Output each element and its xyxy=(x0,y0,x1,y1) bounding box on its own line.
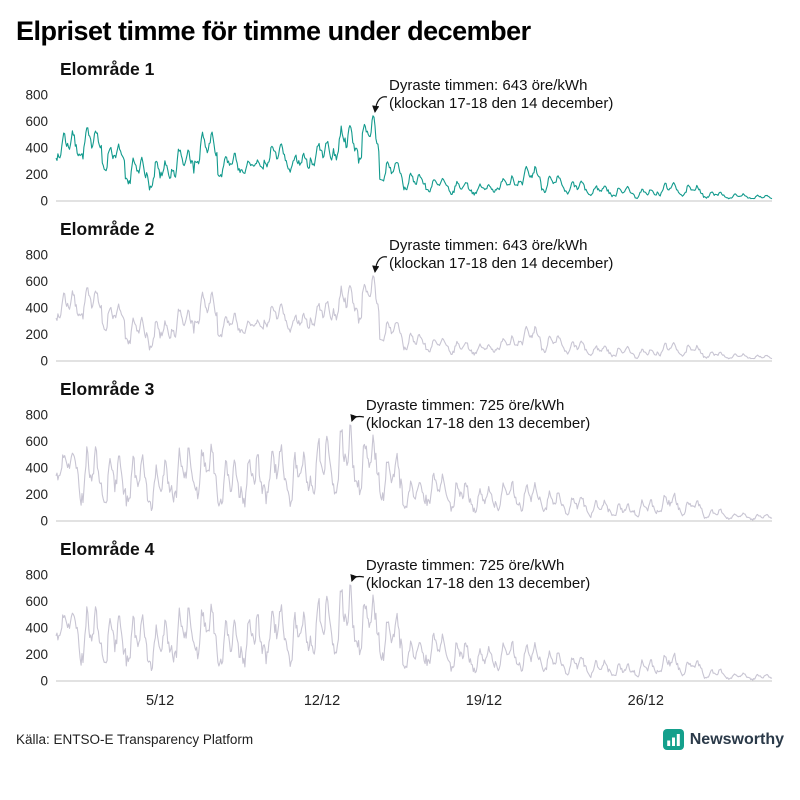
svg-text:800: 800 xyxy=(25,568,48,583)
panel-title: Elområde 3 xyxy=(60,379,155,399)
svg-text:400: 400 xyxy=(25,141,48,156)
svg-text:200: 200 xyxy=(25,327,48,342)
svg-text:600: 600 xyxy=(25,434,48,449)
svg-text:800: 800 xyxy=(25,248,48,263)
newsworthy-logo: Newsworthy xyxy=(662,729,784,750)
svg-text:12/12: 12/12 xyxy=(304,693,340,709)
svg-text:800: 800 xyxy=(25,408,48,423)
svg-text:800: 800 xyxy=(25,88,48,103)
svg-text:200: 200 xyxy=(25,487,48,502)
svg-text:400: 400 xyxy=(25,461,48,476)
line-chart: 0 200 400 600 800 xyxy=(25,88,773,209)
svg-text:600: 600 xyxy=(25,274,48,289)
line-chart: 0 200 400 600 800 xyxy=(25,408,773,529)
svg-text:0: 0 xyxy=(40,514,48,529)
line-chart: 0 200 400 600 800 xyxy=(25,248,773,369)
svg-text:200: 200 xyxy=(25,167,48,182)
newsworthy-logo-icon xyxy=(662,729,684,750)
svg-text:600: 600 xyxy=(25,114,48,129)
svg-text:0: 0 xyxy=(40,674,48,689)
chart-panel-elomrade-1: Elområde 1 Dyraste timmen: 643 öre/kWh (… xyxy=(16,59,784,211)
footer: Källa: ENTSO-E Transparency Platform New… xyxy=(16,729,784,750)
svg-text:200: 200 xyxy=(25,647,48,662)
chart-panel-elomrade-4: Elområde 4 Dyraste timmen: 725 öre/kWh (… xyxy=(16,539,784,719)
svg-text:0: 0 xyxy=(40,354,48,369)
panel-title: Elområde 1 xyxy=(60,59,155,79)
source-text: Källa: ENTSO-E Transparency Platform xyxy=(16,732,254,747)
chart-panel-elomrade-2: Elområde 2 Dyraste timmen: 643 öre/kWh (… xyxy=(16,219,784,371)
svg-text:19/12: 19/12 xyxy=(466,693,502,709)
svg-text:400: 400 xyxy=(25,621,48,636)
brand-name: Newsworthy xyxy=(689,730,784,748)
svg-text:400: 400 xyxy=(25,301,48,316)
svg-text:5/12: 5/12 xyxy=(146,693,174,709)
svg-text:600: 600 xyxy=(25,594,48,609)
panel-title: Elområde 2 xyxy=(60,219,155,239)
page-title: Elpriset timme för timme under december xyxy=(16,16,531,46)
chart-panel-elomrade-3: Elområde 3 Dyraste timmen: 725 öre/kWh (… xyxy=(16,379,784,531)
svg-text:0: 0 xyxy=(40,194,48,209)
line-chart: 0 200 400 600 800 5/12 12/12 19/12 26/12 xyxy=(25,568,773,709)
panel-title: Elområde 4 xyxy=(60,539,155,559)
svg-text:26/12: 26/12 xyxy=(628,693,664,709)
